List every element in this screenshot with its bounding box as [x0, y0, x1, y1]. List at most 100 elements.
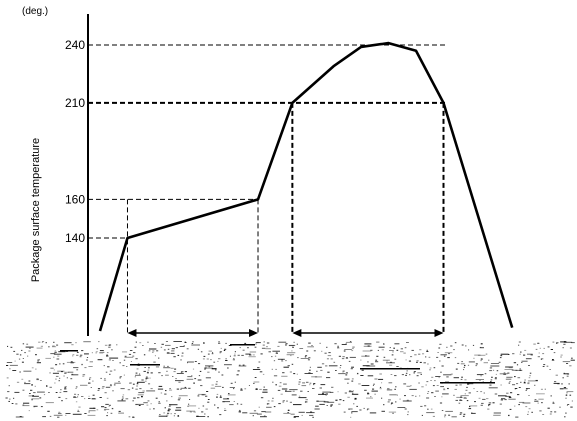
- noise-speck: [156, 350, 159, 352]
- noise-speck: [300, 358, 309, 359]
- noise-speck: [480, 404, 483, 406]
- noise-speck: [505, 395, 510, 397]
- noise-speck: [383, 356, 386, 358]
- noise-speck: [527, 380, 536, 382]
- noise-speck: [290, 413, 295, 415]
- noise-speck: [255, 388, 258, 390]
- noise-speck: [241, 354, 244, 356]
- noise-speck: [488, 405, 490, 407]
- noise-speck: [496, 370, 499, 372]
- noise-speck: [155, 397, 158, 399]
- noise-speck: [568, 383, 570, 385]
- noise-speck: [299, 348, 304, 349]
- noise-speck: [35, 354, 37, 356]
- noise-speck: [555, 374, 558, 376]
- noise-speck: [207, 399, 210, 400]
- noise-speck: [554, 381, 557, 383]
- noise-speck: [31, 398, 33, 400]
- noise-speck: [264, 411, 272, 413]
- noise-speck: [526, 388, 530, 389]
- noise-speck: [6, 365, 9, 366]
- noise-speck: [57, 370, 65, 372]
- noise-speck: [494, 377, 497, 379]
- noise-speck: [106, 415, 108, 417]
- noise-speck: [519, 353, 521, 355]
- noise-speck: [562, 361, 571, 363]
- noise-speck: [459, 400, 463, 401]
- noise-speck: [528, 365, 530, 366]
- noise-speck: [319, 342, 321, 344]
- noise-speck: [112, 360, 114, 361]
- noise-speck: [233, 388, 235, 390]
- noise-speck: [330, 358, 333, 360]
- noise-speck: [119, 362, 121, 364]
- noise-speck: [173, 371, 176, 373]
- noise-speck: [59, 391, 62, 393]
- noise-speck: [203, 355, 206, 357]
- noise-speck: [88, 366, 93, 367]
- noise-speck: [480, 391, 483, 393]
- noise-speck: [187, 405, 189, 407]
- noise-speck: [234, 353, 236, 355]
- noise-speck: [413, 372, 415, 374]
- noise-speck: [505, 366, 514, 368]
- noise-speck: [108, 359, 111, 361]
- noise-speck: [215, 383, 218, 385]
- noise-speck: [122, 394, 125, 396]
- noise-speck: [187, 361, 194, 363]
- noise-speck: [174, 413, 176, 415]
- noise-speck: [476, 391, 479, 392]
- noise-speck: [342, 370, 345, 372]
- noise-speck: [45, 357, 51, 359]
- noise-speck: [441, 410, 444, 411]
- noise-speck: [318, 393, 327, 395]
- noise-speck: [427, 408, 429, 410]
- noise-speck: [175, 347, 178, 349]
- noise-speck: [58, 351, 66, 353]
- noise-speck: [184, 371, 187, 373]
- noise-speck: [495, 373, 497, 375]
- noise-speck: [297, 357, 299, 359]
- noise-speck: [75, 386, 78, 388]
- noise-speck: [494, 393, 498, 395]
- noise-speck: [147, 341, 149, 343]
- noise-speck: [290, 355, 292, 357]
- noise-speck: [343, 350, 346, 352]
- noise-speck: [86, 357, 89, 358]
- noise-speck: [366, 365, 376, 367]
- noise-speck: [517, 377, 521, 379]
- noise-speck: [464, 379, 467, 381]
- noise-speck: [459, 413, 462, 415]
- noise-speck: [225, 342, 227, 344]
- noise-speck: [261, 411, 266, 413]
- y-unit-label: (deg.): [22, 6, 48, 17]
- noise-speck: [75, 401, 78, 403]
- noise-speck: [155, 366, 160, 368]
- noise-speck: [158, 401, 160, 403]
- noise-speck: [91, 352, 93, 354]
- noise-speck: [453, 394, 455, 396]
- noise-speck: [459, 399, 462, 400]
- noise-speck: [187, 405, 197, 407]
- noise-speck: [230, 382, 233, 384]
- noise-speck: [46, 385, 48, 387]
- noise-speck: [490, 379, 493, 381]
- noise-speck: [345, 357, 348, 359]
- noise-speck: [454, 388, 457, 390]
- noise-speck: [143, 402, 148, 404]
- noise-speck: [473, 388, 475, 390]
- noise-speck: [471, 412, 476, 414]
- noise-speck: [217, 407, 219, 409]
- y-tick-label: 240: [65, 38, 85, 52]
- noise-speck: [519, 368, 521, 370]
- noise-speck: [84, 413, 87, 414]
- noise-speck: [393, 347, 395, 349]
- noise-speck: [490, 363, 500, 364]
- noise-speck: [325, 394, 327, 396]
- noise-speck: [425, 356, 427, 358]
- noise-speck: [22, 343, 25, 345]
- noise-speck: [77, 394, 79, 396]
- noise-speck: [135, 403, 144, 405]
- noise-speck: [95, 351, 98, 353]
- noise-speck: [480, 358, 483, 360]
